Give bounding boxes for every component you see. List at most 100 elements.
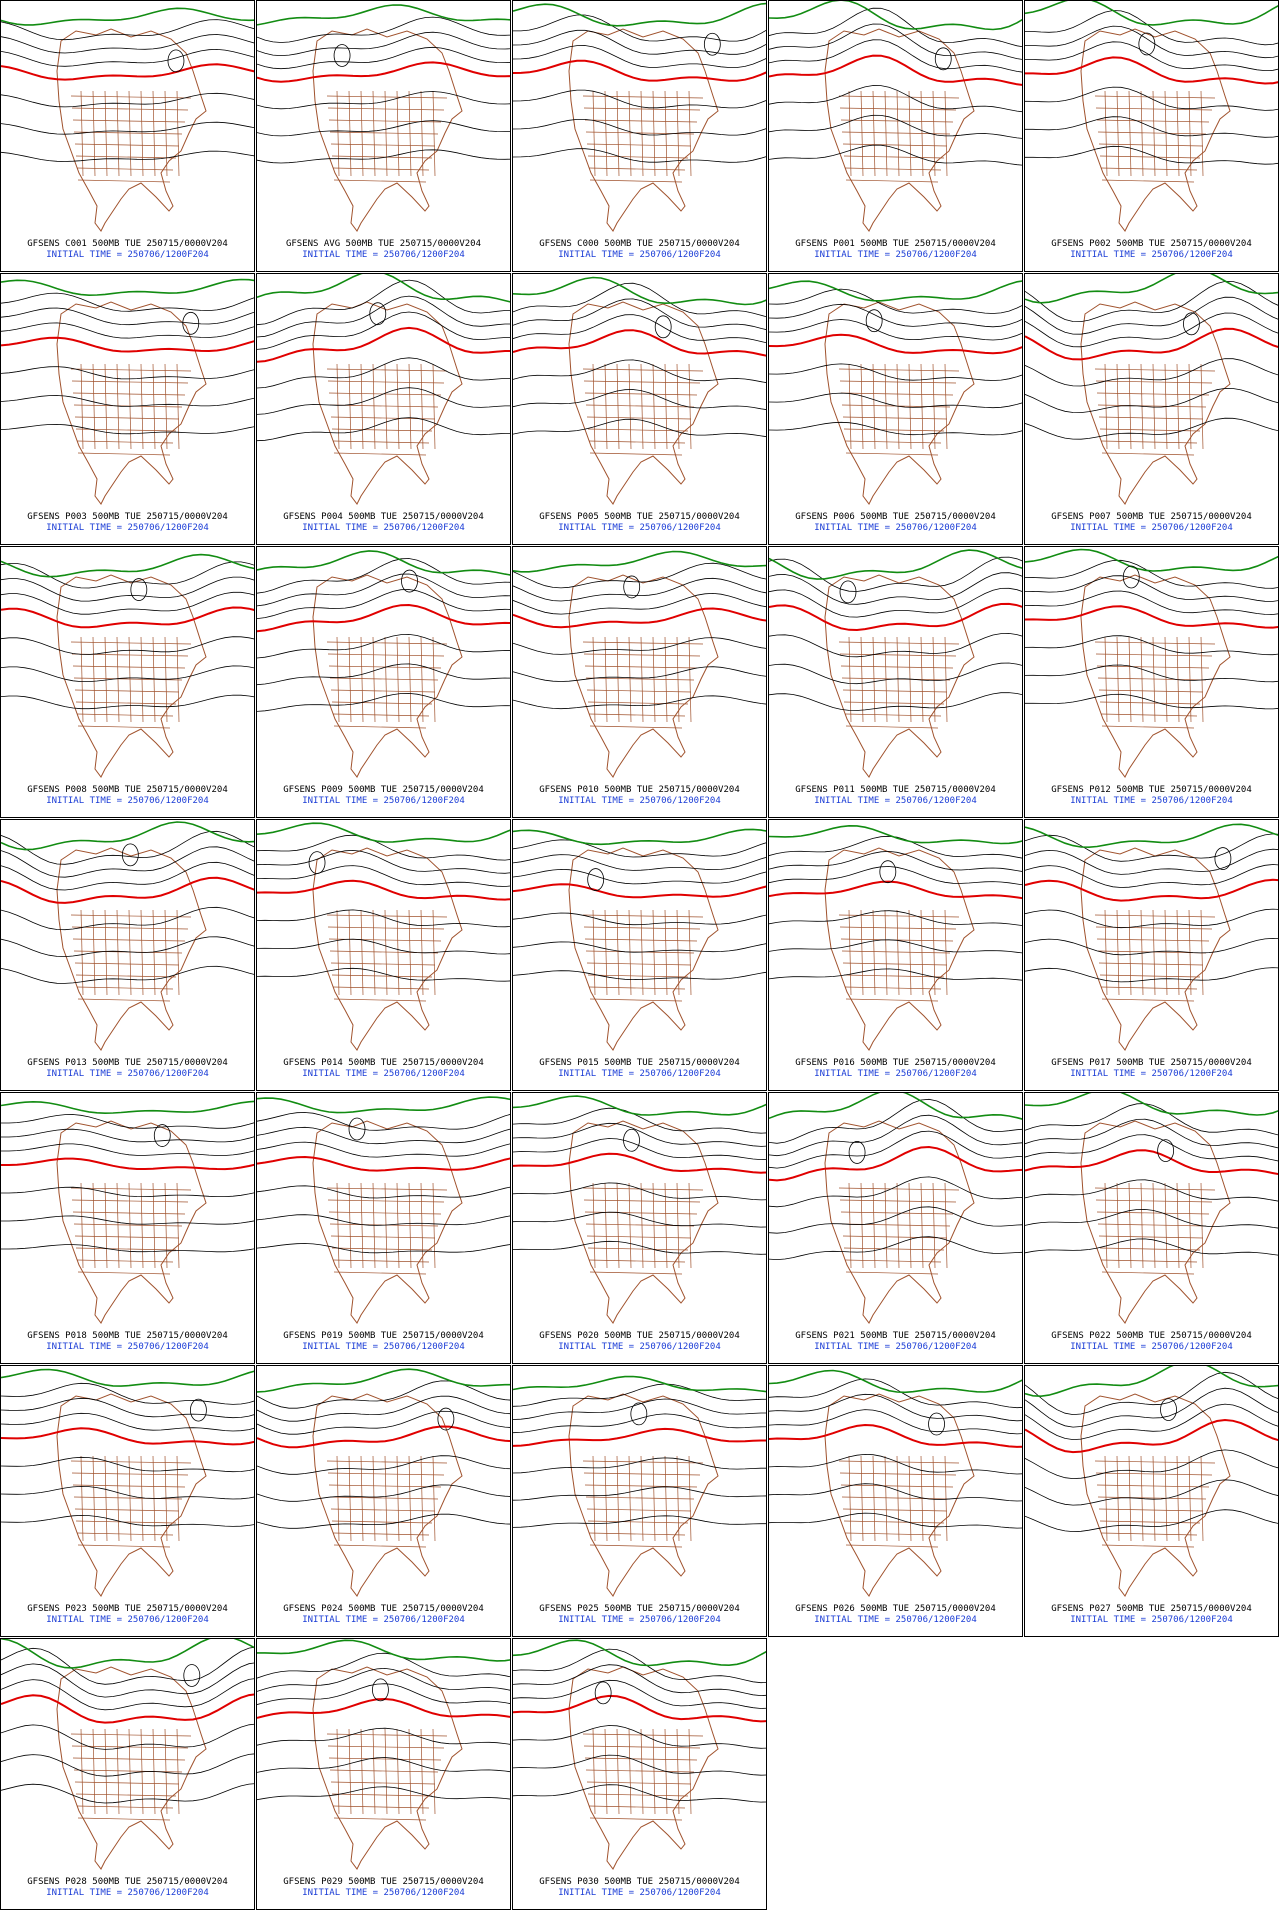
contour	[257, 589, 510, 619]
coastline	[312, 1666, 463, 1870]
panel-title: GFSENS P004 500MB TUE 250715/0000V204	[283, 512, 484, 522]
state-border	[75, 701, 177, 705]
panel-title: GFSENS P005 500MB TUE 250715/0000V204	[539, 512, 740, 522]
contour	[769, 910, 1022, 926]
contour	[769, 968, 1022, 981]
closed-low	[437, 1407, 455, 1431]
map-panel: GFSENS P018 500MB TUE 250715/0000V204 INI…	[0, 1092, 255, 1364]
contour	[513, 1664, 766, 1697]
contour	[1, 936, 254, 958]
contour-576	[769, 54, 1022, 86]
state-border	[845, 725, 939, 729]
state-border	[1140, 909, 1144, 996]
state-border	[589, 1544, 683, 1548]
contour	[769, 939, 1022, 954]
state-border	[844, 440, 942, 444]
contour	[1, 1678, 254, 1711]
contour-576	[1025, 605, 1278, 629]
contour	[1025, 296, 1278, 335]
contour-552	[257, 1639, 510, 1662]
contour	[769, 288, 1022, 314]
state-border	[176, 636, 180, 723]
state-border	[72, 665, 186, 669]
state-border	[583, 1472, 701, 1476]
state-border	[582, 641, 704, 645]
map	[1, 1368, 254, 1597]
state-border	[396, 909, 400, 996]
state-border	[1099, 974, 1201, 978]
state-border	[616, 363, 620, 450]
panel-title: GFSENS C001 500MB TUE 250715/0000V204	[27, 239, 228, 249]
state-border	[77, 179, 171, 183]
state-border	[908, 909, 912, 996]
initial-time: INITIAL TIME = 250706/1200F204	[302, 250, 465, 260]
state-border	[76, 1805, 174, 1809]
contour	[513, 1107, 766, 1134]
state-border	[1101, 452, 1195, 456]
state-border	[616, 1182, 620, 1269]
contour	[257, 663, 510, 686]
contour	[257, 46, 510, 70]
contour	[769, 587, 1022, 618]
state-border	[1100, 167, 1198, 171]
state-border	[372, 90, 376, 177]
map	[1, 278, 254, 505]
state-border	[583, 1745, 701, 1749]
state-border	[838, 95, 960, 99]
state-border	[1104, 909, 1108, 996]
state-border	[640, 90, 644, 177]
contour	[513, 562, 766, 589]
state-border	[884, 909, 888, 996]
contour	[1025, 1118, 1278, 1149]
initial-time: INITIAL TIME = 250706/1200F204	[1070, 1342, 1233, 1352]
state-border	[140, 90, 144, 177]
state-border	[327, 380, 445, 384]
contour-576	[257, 326, 510, 363]
state-border	[586, 1781, 692, 1785]
closed-low	[594, 1681, 612, 1705]
state-border	[1098, 689, 1204, 693]
contour	[1025, 664, 1278, 683]
state-border	[329, 1496, 439, 1500]
state-border	[1140, 1182, 1144, 1269]
coastline	[824, 847, 975, 1051]
state-border	[839, 653, 957, 657]
state-border	[848, 1455, 852, 1542]
contour-552	[1025, 548, 1278, 572]
contour	[1, 591, 254, 615]
panel-title: GFSENS P008 500MB TUE 250715/0000V204	[27, 785, 228, 795]
coastline	[568, 1666, 719, 1870]
contour-552	[769, 280, 1022, 302]
state-border	[164, 90, 168, 177]
map-panel: GFSENS P030 500MB TUE 250715/0000V204 INI…	[512, 1638, 767, 1910]
state-border	[676, 636, 680, 723]
state-border	[408, 363, 412, 450]
state-border	[1094, 1460, 1216, 1464]
contour	[257, 1410, 510, 1435]
map-panel: GFSENS P003 500MB TUE 250715/0000V204 INI…	[0, 273, 255, 545]
contour-552	[1, 1639, 254, 1669]
state-border	[1099, 1520, 1201, 1524]
state-border	[896, 1455, 900, 1542]
state-border	[841, 950, 951, 954]
state-border	[688, 1728, 692, 1815]
contour-552	[769, 1369, 1022, 1394]
state-border	[604, 90, 608, 177]
state-border	[327, 926, 445, 930]
coastline	[56, 574, 207, 778]
state-border	[326, 368, 448, 372]
contour-576	[257, 1155, 510, 1172]
state-border	[164, 1455, 168, 1542]
state-border	[592, 363, 596, 450]
map-panel: GFSENS P002 500MB TUE 250715/0000V204 INI…	[1024, 0, 1279, 272]
state-border	[585, 677, 695, 681]
state-border	[843, 155, 945, 159]
state-border	[333, 1271, 427, 1275]
state-border	[329, 1769, 439, 1773]
state-border	[333, 179, 427, 183]
contour	[513, 1138, 766, 1161]
map	[769, 549, 1022, 778]
panel-title: GFSENS P021 500MB TUE 250715/0000V204	[795, 1331, 996, 1341]
contour	[1, 636, 254, 655]
panel-title: GFSENS P027 500MB TUE 250715/0000V204	[1051, 1604, 1252, 1614]
